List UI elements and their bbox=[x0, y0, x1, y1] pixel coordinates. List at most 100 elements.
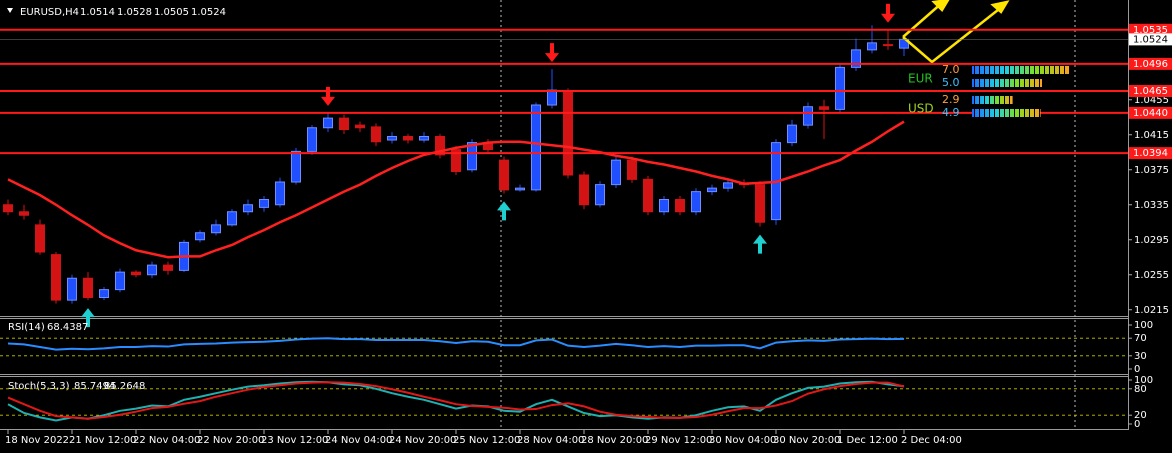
candle-body bbox=[35, 224, 45, 253]
candle-body bbox=[531, 104, 541, 191]
candle-body bbox=[627, 159, 637, 180]
x-tick-label: 2 Dec 04:00 bbox=[901, 435, 962, 446]
y-tick-label: 100 bbox=[1134, 375, 1153, 386]
candle-body bbox=[435, 136, 445, 156]
strength-value: 4.9 bbox=[942, 106, 960, 119]
strength-currency: USD bbox=[908, 102, 934, 116]
candle-body bbox=[643, 178, 653, 213]
candle-body bbox=[19, 211, 29, 216]
candle-body bbox=[819, 106, 829, 110]
y-tick-label: 100 bbox=[1134, 320, 1153, 331]
level-label-bg bbox=[1129, 147, 1172, 160]
stoch-signal-line bbox=[7, 381, 905, 420]
x-tick-label: 30 Nov 04:00 bbox=[709, 435, 776, 446]
y-tick-label: 30 bbox=[1134, 351, 1147, 362]
candle-body bbox=[3, 204, 13, 213]
x-tick-label: 23 Nov 12:00 bbox=[261, 435, 328, 446]
y-tick-label: 70 bbox=[1134, 333, 1147, 344]
candle-body bbox=[83, 277, 93, 298]
current-price-label: 1.0524 bbox=[1133, 34, 1168, 45]
candle-body bbox=[467, 142, 477, 171]
x-tick-label: 21 Nov 12:00 bbox=[69, 435, 136, 446]
candle-body bbox=[579, 174, 589, 206]
main-panel bbox=[3, 3, 909, 328]
symbol-title: EURUSD,H4 bbox=[20, 7, 79, 18]
candle-body bbox=[835, 66, 845, 110]
stoch-label: Stoch(5,3,3) bbox=[8, 381, 70, 392]
strength-bar-grid bbox=[972, 66, 1070, 74]
candle-body bbox=[387, 136, 397, 141]
candle-body bbox=[99, 289, 109, 298]
x-tick-label: 24 Nov 20:00 bbox=[389, 435, 456, 446]
rsi-line bbox=[7, 337, 905, 351]
candle-body bbox=[883, 44, 893, 47]
candle-body bbox=[867, 42, 877, 51]
stoch-main-line bbox=[7, 380, 905, 422]
candle-body bbox=[595, 184, 605, 206]
stoch-main-value: 85.7494 bbox=[74, 381, 115, 392]
menu-triangle bbox=[7, 8, 13, 13]
y-tick-label: 1.0335 bbox=[1134, 200, 1169, 211]
strength-bar-grid bbox=[972, 96, 1013, 104]
y-tick-label: 0 bbox=[1134, 364, 1140, 375]
candle-body bbox=[803, 106, 813, 126]
candle-body bbox=[147, 264, 157, 276]
candle-body bbox=[227, 211, 237, 226]
buy-arrow bbox=[497, 201, 511, 221]
sell-arrow bbox=[321, 86, 335, 106]
y-tick-label: 80 bbox=[1134, 384, 1147, 395]
candle-body bbox=[259, 199, 269, 208]
candle-body bbox=[403, 136, 413, 141]
level-label: 1.0465 bbox=[1133, 86, 1168, 97]
stoch-signal-value: 85.2648 bbox=[104, 381, 145, 392]
level-label-bg bbox=[1129, 85, 1172, 97]
candle-body bbox=[195, 232, 205, 241]
y-tick-label: 1.0415 bbox=[1134, 130, 1169, 141]
level-label: 1.0440 bbox=[1133, 108, 1168, 119]
candle-body bbox=[291, 150, 301, 183]
candle-body bbox=[307, 127, 317, 152]
strength-bar-grid bbox=[972, 109, 1041, 117]
y-tick-label: 1.0295 bbox=[1134, 235, 1169, 246]
candle-body bbox=[691, 191, 701, 213]
x-tick-label: 22 Nov 20:00 bbox=[197, 435, 264, 446]
candle-body bbox=[547, 89, 557, 106]
candle-body bbox=[275, 181, 285, 206]
candle-body bbox=[563, 91, 573, 176]
x-tick-label: 18 Nov 2022 bbox=[5, 435, 69, 446]
buy-arrow bbox=[81, 308, 95, 328]
y-tick-label: 0 bbox=[1134, 419, 1140, 430]
candle-body bbox=[163, 264, 173, 271]
candle-body bbox=[115, 271, 125, 291]
level-label: 1.0394 bbox=[1133, 148, 1168, 159]
quote-open: 1.0514 bbox=[80, 7, 115, 18]
level-label-bg bbox=[1129, 106, 1172, 119]
buy-arrow bbox=[753, 234, 767, 254]
rsi-value: 68.4387 bbox=[47, 322, 88, 333]
y-tick-label: 1.0455 bbox=[1134, 95, 1169, 106]
sell-arrow bbox=[881, 3, 895, 23]
strength-value: 2.9 bbox=[942, 93, 960, 106]
candle-body bbox=[451, 149, 461, 172]
x-tick-label: 28 Nov 20:00 bbox=[581, 435, 648, 446]
strength-value: 5.0 bbox=[942, 76, 960, 89]
x-tick-label: 30 Nov 20:00 bbox=[773, 435, 840, 446]
rsi-label: RSI(14) bbox=[8, 322, 45, 333]
level-label: 1.0496 bbox=[1133, 59, 1168, 70]
candle-body bbox=[419, 136, 429, 141]
candle-body bbox=[323, 117, 333, 129]
candle-body bbox=[787, 124, 797, 144]
x-tick-label: 28 Nov 04:00 bbox=[517, 435, 584, 446]
x-tick-label: 29 Nov 12:00 bbox=[645, 435, 712, 446]
candle-body bbox=[499, 159, 509, 191]
strength-bar-grid bbox=[972, 79, 1042, 87]
level-label: 1.0535 bbox=[1133, 25, 1168, 36]
candle-body bbox=[51, 254, 61, 301]
quote-close: 1.0524 bbox=[191, 7, 226, 18]
strength-value: 7.0 bbox=[942, 63, 960, 76]
candle-body bbox=[371, 126, 381, 143]
level-label-bg bbox=[1129, 57, 1172, 70]
candle-body bbox=[659, 199, 669, 213]
level-label-bg bbox=[1129, 23, 1172, 36]
